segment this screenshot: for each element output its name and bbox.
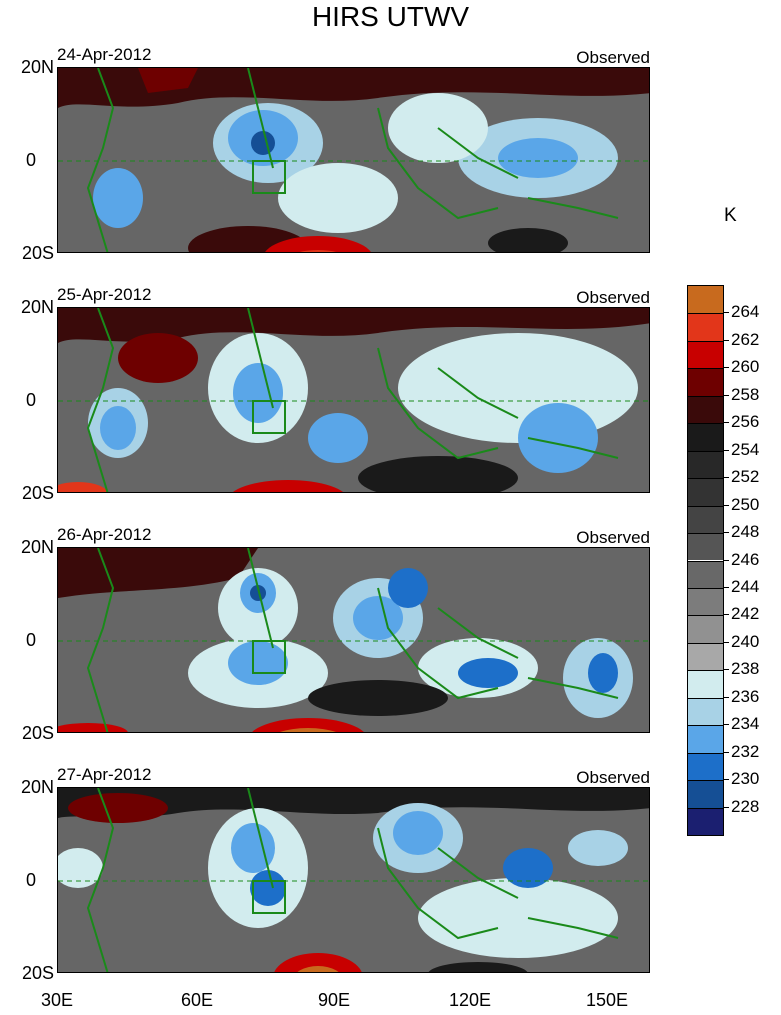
colorbar-swatch: [688, 368, 723, 396]
colorbar-swatch: [688, 395, 723, 424]
colorbar-label: 246: [731, 549, 760, 569]
panel-date: 27-Apr-2012: [57, 765, 152, 784]
colorbar: [687, 285, 724, 836]
colorbar-tick: [724, 669, 729, 671]
colorbar-swatch: [688, 615, 723, 643]
colorbar-tick: [724, 367, 729, 369]
colorbar-tick: [724, 559, 729, 561]
colorbar-label: 260: [731, 357, 760, 377]
colorbar-swatch: [688, 313, 723, 341]
colorbar-tick: [724, 339, 729, 341]
colorbar-swatch: [688, 752, 723, 781]
colorbar-tick: [724, 614, 729, 616]
colorbar-swatch: [688, 642, 723, 671]
lat-label-0: 0: [25, 150, 36, 170]
lat-label-20n: 20N: [20, 297, 54, 317]
colorbar-swatch: [688, 697, 723, 726]
colorbar-tick: [724, 751, 729, 753]
panel-date: 26-Apr-2012: [57, 525, 152, 544]
colorbar-label: 256: [731, 412, 760, 432]
colorbar-label: 230: [731, 769, 760, 789]
colorbar-label: 258: [731, 384, 760, 404]
colorbar-label: 244: [731, 576, 760, 596]
panel-label: Observed: [576, 48, 650, 67]
colorbar-tick: [724, 312, 729, 314]
colorbar-swatch: [688, 286, 723, 314]
colorbar-swatch: [688, 505, 723, 534]
map-panel-4: 27-Apr-2012 Observed: [0, 765, 781, 1015]
colorbar-label: 250: [731, 494, 760, 514]
colorbar-unit: K: [724, 205, 737, 226]
lat-label-0: 0: [25, 630, 36, 650]
colorbar-label: 234: [731, 714, 760, 734]
colorbar-swatch: [688, 780, 723, 808]
colorbar-label: 248: [731, 522, 760, 542]
colorbar-swatch: [688, 533, 723, 561]
colorbar-label: 228: [731, 796, 760, 816]
panel-label: Observed: [576, 528, 650, 547]
lon-label-30e: 30E: [40, 990, 74, 1010]
colorbar-tick: [724, 477, 729, 479]
colorbar-label: 254: [731, 439, 760, 459]
colorbar-swatch: [688, 670, 723, 698]
colorbar-tick: [724, 586, 729, 588]
lon-label-60e: 60E: [180, 990, 214, 1010]
colorbar-label: 238: [731, 659, 760, 679]
lat-label-20s: 20S: [21, 483, 54, 503]
map-field: [57, 307, 650, 493]
figure-title: HIRS UTWV: [311, 1, 470, 32]
colorbar-tick: [724, 641, 729, 643]
colorbar-swatch: [688, 725, 723, 753]
colorbar-label: 262: [731, 329, 760, 349]
colorbar-label: 252: [731, 467, 760, 487]
colorbar-tick: [724, 422, 729, 424]
lat-label-20s: 20S: [21, 243, 54, 263]
map-field: [57, 67, 650, 253]
map-panel-2: 25-Apr-2012 Observed: [0, 285, 781, 535]
colorbar-tick: [724, 532, 729, 534]
colorbar-label: 264: [731, 302, 760, 322]
panel-label: Observed: [576, 288, 650, 307]
panel-date: 24-Apr-2012: [57, 45, 152, 64]
lat-label-20s: 20S: [21, 723, 54, 743]
colorbar-tick: [724, 724, 729, 726]
lon-label-150e: 150E: [585, 990, 629, 1010]
colorbar-tick: [724, 449, 729, 451]
panel-label: Observed: [576, 768, 650, 787]
lon-label-90e: 90E: [317, 990, 351, 1010]
map-field: [57, 547, 650, 733]
colorbar-tick: [724, 504, 729, 506]
colorbar-label: 242: [731, 604, 760, 624]
colorbar-label: 236: [731, 686, 760, 706]
map-panel-1: 24-Apr-2012 Observed: [0, 45, 781, 295]
panel-date: 25-Apr-2012: [57, 285, 152, 304]
colorbar-swatch: [688, 423, 723, 451]
lon-label-120e: 120E: [448, 990, 492, 1010]
colorbar-swatch: [688, 450, 723, 479]
lat-label-0: 0: [25, 390, 36, 410]
map-field: [57, 787, 650, 973]
colorbar-tick: [724, 696, 729, 698]
colorbar-swatch: [688, 560, 723, 588]
colorbar-tick: [724, 394, 729, 396]
colorbar-tick: [724, 779, 729, 781]
lat-label-20n: 20N: [20, 57, 54, 77]
colorbar-swatch: [688, 340, 723, 369]
lat-label-20n: 20N: [20, 777, 54, 797]
colorbar-label: 240: [731, 631, 760, 651]
colorbar-label: 232: [731, 741, 760, 761]
colorbar-swatch: [688, 587, 723, 616]
lat-label-20s: 20S: [21, 963, 54, 983]
lat-label-0: 0: [25, 870, 36, 890]
colorbar-swatch: [688, 807, 723, 835]
colorbar-swatch: [688, 478, 723, 506]
colorbar-tick: [724, 806, 729, 808]
map-panel-3: 26-Apr-2012 Observed: [0, 525, 781, 775]
lat-label-20n: 20N: [20, 537, 54, 557]
